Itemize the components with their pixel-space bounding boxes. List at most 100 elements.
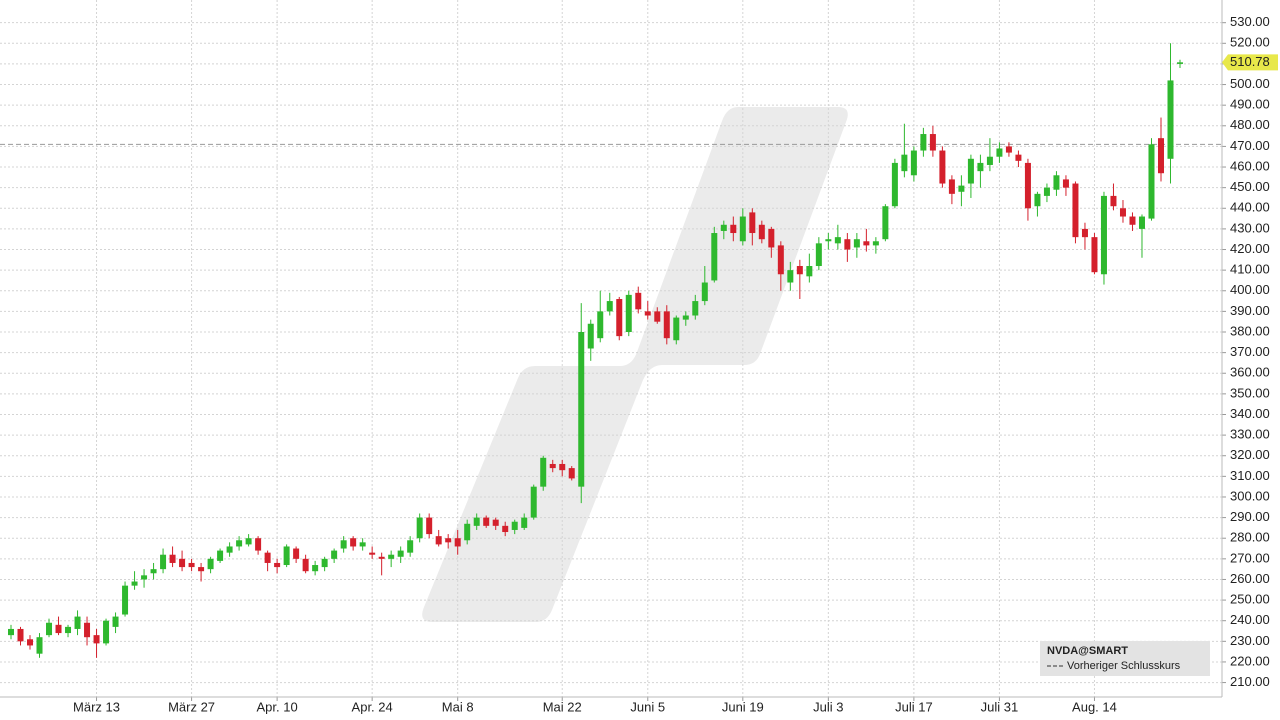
candle-body: [169, 554, 176, 563]
candle-body: [758, 224, 765, 240]
candle-body: [93, 635, 100, 644]
candle-body: [958, 185, 965, 192]
candle-body: [321, 558, 328, 568]
candle-body: [853, 239, 860, 248]
candle-body: [986, 156, 993, 165]
candle-body: [882, 206, 889, 240]
candle-body: [768, 228, 775, 248]
legend: NVDA@SMART Vorheriger Schlusskurs: [1040, 641, 1210, 676]
y-tick-label: 310.00: [1230, 468, 1270, 483]
candle-body: [17, 628, 24, 642]
y-tick-label: 300.00: [1230, 488, 1270, 503]
candle-body: [84, 622, 91, 638]
candle-body: [198, 567, 205, 572]
candle-body: [701, 282, 708, 302]
candle-body: [378, 556, 385, 559]
candle-body: [692, 301, 699, 316]
candle-body: [416, 517, 423, 539]
legend-series: NVDA@SMART: [1047, 645, 1128, 657]
candle-body: [331, 550, 338, 559]
candle-body: [112, 616, 119, 627]
y-tick-label: 230.00: [1230, 633, 1270, 648]
watermark: [422, 107, 848, 622]
candle-body: [454, 538, 461, 547]
candle-body: [1062, 179, 1069, 188]
candle-body: [502, 525, 509, 533]
candle-body: [160, 554, 167, 570]
candle-body: [549, 463, 556, 469]
y-tick-label: 290.00: [1230, 509, 1270, 524]
candle-body: [844, 239, 851, 250]
x-tick-label: Juli 31: [981, 699, 1019, 714]
candle-body: [606, 301, 613, 312]
candle-body: [369, 552, 376, 555]
y-tick-label: 500.00: [1230, 76, 1270, 91]
candle-body: [920, 134, 927, 151]
candle-body: [188, 562, 195, 568]
candle-body: [122, 585, 129, 615]
candle-body: [1148, 144, 1155, 219]
x-tick-label: Juni 5: [630, 699, 665, 714]
legend-prev-close: Vorheriger Schlusskurs: [1067, 660, 1181, 672]
y-tick-label: 270.00: [1230, 550, 1270, 565]
candle-body: [654, 311, 661, 322]
y-tick-label: 530.00: [1230, 14, 1270, 29]
candle-body: [1072, 183, 1079, 238]
candle-body: [796, 266, 803, 275]
candle-body: [359, 542, 366, 547]
y-tick-label: 440.00: [1230, 200, 1270, 215]
candle-body: [540, 457, 547, 487]
candle-body: [1110, 195, 1117, 207]
candle-body: [1138, 216, 1145, 229]
y-tick-label: 280.00: [1230, 530, 1270, 545]
candle-body: [834, 237, 841, 244]
candle-body: [948, 179, 955, 194]
candle-body: [682, 315, 689, 320]
candle-body: [1119, 208, 1126, 217]
candle-body: [777, 245, 784, 275]
candle-body: [264, 552, 271, 563]
candle-body: [578, 332, 585, 487]
y-tick-label: 390.00: [1230, 303, 1270, 318]
last-price-label: 510.78: [1230, 54, 1270, 69]
candle-body: [435, 536, 442, 545]
candle-body: [483, 517, 490, 526]
candle-body: [407, 540, 414, 553]
x-tick-label: Apr. 10: [257, 699, 298, 714]
x-tick-label: Apr. 24: [352, 699, 393, 714]
candle-body: [1024, 162, 1031, 209]
candle-body: [36, 637, 43, 654]
candle-body: [312, 565, 319, 572]
x-tick-label: Mai 8: [442, 699, 474, 714]
candle-body: [1100, 195, 1107, 275]
candle-body: [350, 538, 357, 547]
candle-body: [1015, 154, 1022, 161]
y-tick-label: 250.00: [1230, 592, 1270, 607]
candle-body: [1177, 62, 1183, 64]
y-tick-label: 470.00: [1230, 138, 1270, 153]
candle-body: [749, 212, 756, 234]
y-tick-label: 240.00: [1230, 612, 1270, 627]
candle-body: [8, 628, 14, 636]
candle-body: [559, 463, 566, 471]
candle-body: [74, 616, 81, 629]
y-tick-label: 480.00: [1230, 117, 1270, 132]
legend-box: [1040, 641, 1210, 676]
candle-body: [274, 562, 281, 568]
y-tick-label: 450.00: [1230, 179, 1270, 194]
y-tick-label: 430.00: [1230, 220, 1270, 235]
y-tick-label: 350.00: [1230, 385, 1270, 400]
candle-body: [597, 311, 604, 339]
candle-body: [711, 233, 718, 281]
candle-body: [283, 546, 290, 566]
y-tick-label: 360.00: [1230, 365, 1270, 380]
y-tick-label: 460.00: [1230, 158, 1270, 173]
candle-body: [673, 317, 680, 341]
y-tick-label: 400.00: [1230, 282, 1270, 297]
last-price-marker: [1222, 54, 1278, 71]
y-tick-label: 340.00: [1230, 406, 1270, 421]
candle-body: [929, 134, 936, 151]
candle-body: [787, 270, 794, 283]
candle-body: [65, 626, 72, 634]
candle-body: [179, 558, 186, 568]
